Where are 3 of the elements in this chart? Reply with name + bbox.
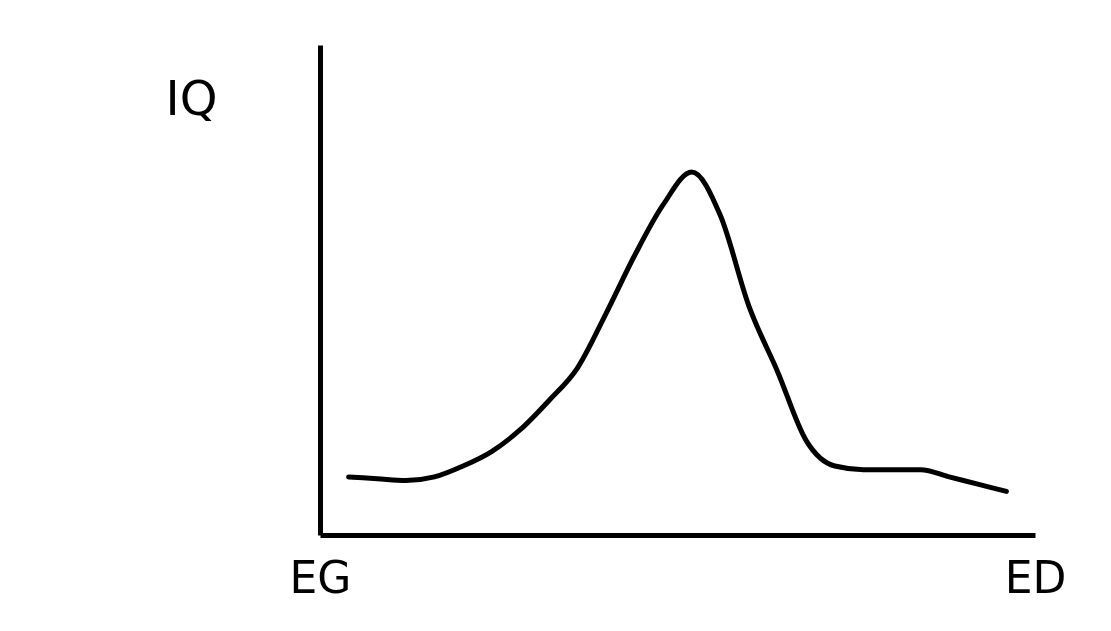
x-tick-label: ED [1004, 551, 1067, 603]
x-tick-label: EG [289, 551, 352, 603]
y-axis-title: IQ [165, 69, 218, 126]
